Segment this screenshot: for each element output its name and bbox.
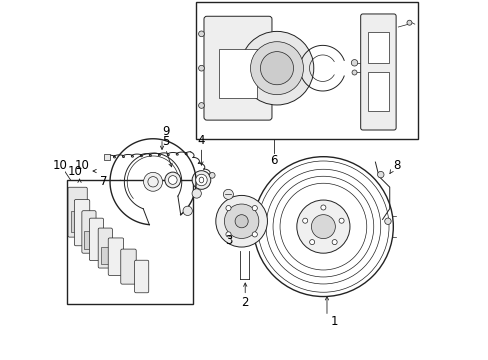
Circle shape — [225, 206, 231, 211]
Bar — [70, 211, 84, 232]
Bar — [67, 180, 192, 304]
Circle shape — [224, 204, 258, 238]
Circle shape — [384, 218, 390, 225]
Circle shape — [260, 51, 293, 85]
Circle shape — [223, 189, 233, 199]
Text: 3: 3 — [224, 234, 232, 247]
Circle shape — [192, 171, 210, 189]
Text: 5: 5 — [162, 135, 169, 148]
FancyBboxPatch shape — [203, 16, 271, 120]
FancyBboxPatch shape — [68, 187, 87, 237]
Text: 6: 6 — [269, 154, 277, 167]
Bar — [196, 3, 418, 139]
Bar — [367, 72, 388, 111]
Circle shape — [195, 174, 207, 186]
Circle shape — [252, 206, 257, 211]
Circle shape — [215, 195, 267, 247]
Bar — [101, 247, 110, 264]
FancyBboxPatch shape — [98, 228, 112, 268]
Circle shape — [198, 65, 204, 71]
Bar — [219, 49, 256, 98]
FancyBboxPatch shape — [74, 199, 90, 246]
Circle shape — [225, 232, 231, 237]
Circle shape — [351, 70, 356, 75]
Circle shape — [311, 215, 335, 239]
FancyBboxPatch shape — [134, 260, 148, 293]
Circle shape — [168, 176, 177, 184]
Circle shape — [250, 42, 303, 95]
Bar — [367, 32, 388, 63]
Text: 4: 4 — [197, 134, 205, 147]
Text: 10: 10 — [67, 165, 82, 177]
Text: 2: 2 — [241, 296, 248, 309]
Circle shape — [240, 31, 313, 105]
Circle shape — [302, 218, 307, 223]
Circle shape — [350, 59, 357, 66]
Circle shape — [309, 239, 314, 245]
Circle shape — [198, 103, 204, 108]
Circle shape — [331, 239, 336, 245]
Circle shape — [377, 171, 383, 178]
Bar — [84, 231, 93, 249]
FancyBboxPatch shape — [81, 211, 96, 253]
Text: 8: 8 — [392, 159, 400, 172]
Text: 10: 10 — [53, 159, 68, 172]
Circle shape — [164, 172, 180, 188]
FancyBboxPatch shape — [121, 249, 136, 284]
FancyBboxPatch shape — [89, 218, 103, 261]
Circle shape — [235, 215, 248, 228]
Circle shape — [143, 172, 162, 191]
Circle shape — [192, 189, 201, 198]
Circle shape — [209, 172, 215, 178]
FancyBboxPatch shape — [108, 238, 123, 275]
Circle shape — [338, 218, 344, 223]
Circle shape — [296, 200, 349, 253]
Circle shape — [198, 31, 204, 37]
Circle shape — [252, 232, 257, 237]
Text: 1: 1 — [330, 315, 337, 328]
Circle shape — [320, 205, 325, 210]
Text: 9: 9 — [162, 125, 169, 138]
Circle shape — [183, 206, 192, 216]
Bar — [103, 154, 110, 159]
Text: 7: 7 — [100, 175, 107, 188]
Circle shape — [406, 20, 411, 25]
FancyBboxPatch shape — [360, 14, 395, 130]
Text: 10: 10 — [75, 159, 90, 172]
